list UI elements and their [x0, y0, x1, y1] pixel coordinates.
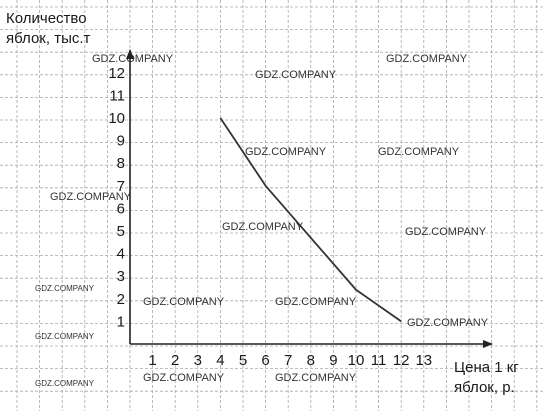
x-tick-label: 4 — [216, 352, 224, 369]
x-tick-label: 11 — [371, 352, 387, 369]
watermark-text: GDZ.COMPANY — [245, 146, 327, 158]
axes — [126, 49, 493, 348]
watermark-text: GDZ.COMPANY — [255, 69, 337, 81]
y-axis-title-line2: яблок, тыс.т — [6, 30, 91, 47]
watermark-text: GDZ.COMPANY — [50, 191, 132, 203]
watermark-text: GDZ.COMPANY — [35, 379, 95, 388]
y-tick-label: 5 — [117, 223, 125, 240]
watermark-text: GDZ.COMPANY — [35, 332, 95, 341]
y-tick-label: 2 — [117, 291, 125, 308]
y-tick-label: 10 — [108, 110, 125, 127]
x-tick-label: 2 — [171, 352, 179, 369]
watermark-text: GDZ.COMPANY — [405, 226, 487, 238]
watermark-text: GDZ.COMPANY — [386, 53, 468, 65]
y-tick-label: 6 — [117, 200, 125, 217]
demand-curve-line — [219, 117, 402, 323]
y-tick-label: 11 — [109, 87, 125, 104]
watermark-text: GDZ.COMPANY — [275, 296, 357, 308]
x-tick-label: 3 — [194, 352, 202, 369]
watermark-text: GDZ.COMPANY — [143, 296, 225, 308]
x-tick-label: 5 — [239, 352, 247, 369]
watermark-text: GDZ.COMPANY — [275, 372, 357, 384]
watermark-text: GDZ.COMPANY — [407, 317, 489, 329]
watermark-text: GDZ.COMPANY — [143, 372, 225, 384]
x-tick-label: 6 — [261, 352, 269, 369]
x-tick-label: 8 — [307, 352, 315, 369]
x-tick-label: 13 — [415, 352, 432, 369]
y-tick-label: 12 — [108, 65, 125, 82]
x-tick-label: 1 — [148, 352, 156, 369]
watermarks: GDZ.COMPANY GDZ.COMPANY GDZ.COMPANY GDZ.COM… — [35, 53, 489, 388]
x-tick-label: 12 — [393, 352, 410, 369]
x-axis-title-line2: яблок, р. — [454, 379, 515, 396]
y-tick-label: 3 — [117, 268, 125, 285]
y-tick-label: 9 — [117, 133, 125, 150]
x-axis-title-line1: Цена 1 кг — [454, 359, 519, 376]
series — [219, 117, 402, 323]
watermark-text: GDZ.COMPANY — [35, 284, 95, 293]
y-tick-label: 4 — [117, 246, 125, 263]
y-tick-label: 8 — [117, 155, 125, 172]
axis-titles: Количество яблок, тыс.т Цена 1 кг яблок,… — [6, 10, 519, 396]
y-tick-label: 1 — [117, 313, 125, 330]
x-tick-label: 9 — [329, 352, 337, 369]
x-tick-label: 7 — [284, 352, 292, 369]
watermark-text: GDZ.COMPANY — [222, 221, 304, 233]
y-axis-title-line1: Количество — [6, 10, 87, 27]
watermark-text: GDZ.COMPANY — [378, 146, 460, 158]
y-tick-label: 7 — [117, 178, 125, 195]
watermark-text: GDZ.COMPANY — [92, 53, 174, 65]
x-tick-label: 10 — [348, 352, 365, 369]
